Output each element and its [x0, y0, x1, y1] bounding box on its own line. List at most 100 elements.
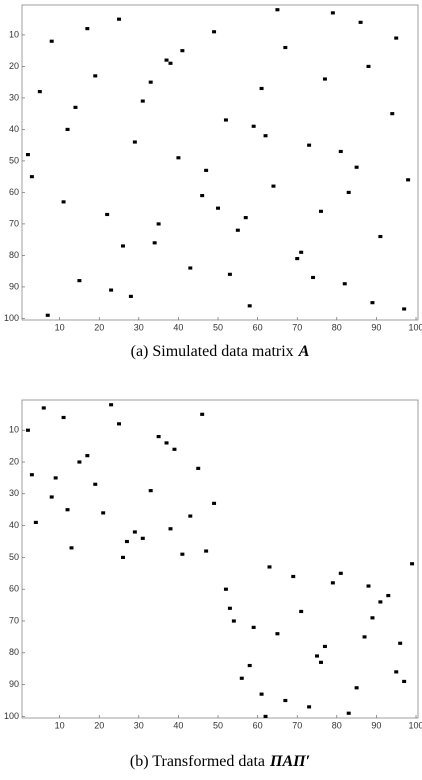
x-tick-label: 100 — [409, 322, 422, 332]
matrix-cell — [394, 670, 399, 674]
matrix-cell — [156, 222, 161, 226]
matrix-cell — [247, 304, 252, 308]
y-tick-label: 90 — [9, 281, 19, 291]
matrix-cell — [394, 36, 399, 40]
matrix-cell — [196, 466, 201, 470]
matrix-cell — [322, 77, 327, 81]
x-tick-label: 40 — [173, 720, 183, 730]
matrix-cell — [311, 275, 316, 280]
matrix-cell — [132, 140, 137, 144]
matrix-cell — [227, 606, 232, 610]
y-tick-label: 70 — [9, 218, 19, 228]
matrix-cell — [85, 27, 90, 31]
x-tick-label: 30 — [134, 720, 144, 730]
matrix-cell — [227, 272, 232, 276]
matrix-cell — [330, 11, 335, 15]
matrix-cell — [216, 206, 220, 210]
matrix-cell — [263, 714, 268, 718]
matrix-cell — [299, 609, 304, 614]
matrix-cell — [61, 415, 66, 420]
caption: (a) Simulated data matrix A — [131, 343, 310, 360]
matrix-cell — [69, 546, 74, 550]
matrix-cell — [307, 705, 312, 709]
matrix-cell — [346, 190, 351, 194]
matrix-cell — [275, 8, 280, 12]
matrix-cell — [148, 80, 153, 84]
matrix-cell — [366, 64, 371, 68]
matrix-cell — [124, 539, 129, 544]
matrix-cell — [299, 250, 304, 254]
matrix-cell — [164, 58, 169, 62]
caption-symbol: A — [298, 343, 310, 360]
x-tick-label: 50 — [213, 322, 223, 332]
matrix-cell — [168, 527, 173, 531]
matrix-cell — [200, 412, 205, 416]
y-tick-label: 100 — [4, 313, 19, 323]
x-tick-label: 90 — [371, 720, 381, 730]
y-tick-label: 80 — [9, 250, 19, 260]
matrix-cell — [109, 288, 114, 292]
matrix-cell — [212, 501, 217, 505]
matrix-cell — [259, 692, 264, 696]
matrix-cell — [259, 86, 264, 91]
x-tick-label: 10 — [55, 720, 65, 730]
matrix-cell — [275, 632, 280, 636]
matrix-cell — [176, 156, 181, 160]
matrix-cell — [212, 30, 217, 34]
matrix-cell — [402, 307, 407, 311]
matrix-cell — [307, 143, 312, 147]
y-tick-label: 20 — [9, 456, 19, 466]
matrix-cell — [231, 619, 236, 623]
x-tick-label: 90 — [371, 322, 381, 332]
matrix-cell — [61, 200, 66, 204]
matrix-cell — [85, 454, 90, 458]
matrix-cell — [358, 20, 363, 24]
y-tick-label: 70 — [9, 615, 19, 625]
matrix-cell — [239, 676, 244, 680]
matrix-cell — [180, 552, 185, 556]
matrix-cell — [251, 625, 256, 629]
matrix-cell — [49, 495, 54, 499]
y-tick-label: 30 — [9, 488, 19, 498]
matrix-cell — [172, 447, 177, 451]
matrix-cell — [386, 593, 391, 598]
x-tick-label: 50 — [213, 720, 223, 730]
matrix-cell — [370, 301, 375, 305]
x-tick-label: 40 — [173, 322, 183, 332]
matrix-cell — [223, 587, 228, 591]
y-tick-label: 50 — [9, 552, 19, 562]
matrix-cell — [25, 153, 30, 157]
matrix-cell — [330, 581, 335, 585]
matrix-cell — [148, 489, 153, 493]
matrix-cell — [168, 61, 173, 65]
matrix-cell — [41, 406, 46, 410]
x-tick-label: 80 — [332, 322, 342, 332]
matrix-cell — [378, 600, 383, 604]
matrix-cell — [319, 660, 323, 664]
matrix-cell — [25, 428, 30, 432]
matrix-cell — [73, 105, 78, 109]
matrix-cell — [204, 549, 209, 553]
matrix-cell — [140, 536, 145, 540]
matrix-cell — [251, 124, 256, 128]
matrix-cell — [117, 17, 121, 21]
matrix-cell — [121, 244, 125, 248]
matrix-cell — [188, 514, 193, 518]
y-tick-label: 100 — [4, 711, 19, 721]
matrix-cell — [243, 216, 248, 220]
matrix-cell — [263, 134, 268, 138]
matrix-cell — [188, 266, 193, 270]
x-tick-label: 60 — [253, 322, 263, 332]
x-tick-label: 100 — [409, 720, 422, 730]
matrix-cell — [49, 39, 54, 43]
matrix-cell — [93, 482, 98, 486]
matrix-cell — [37, 90, 42, 94]
matrix-cell — [362, 635, 367, 639]
matrix-cell — [204, 168, 209, 172]
matrix-cell — [117, 422, 121, 426]
matrix-cell — [338, 571, 343, 575]
y-tick-label: 60 — [9, 187, 19, 197]
y-tick-label: 10 — [9, 425, 19, 435]
y-tick-label: 50 — [9, 155, 19, 165]
